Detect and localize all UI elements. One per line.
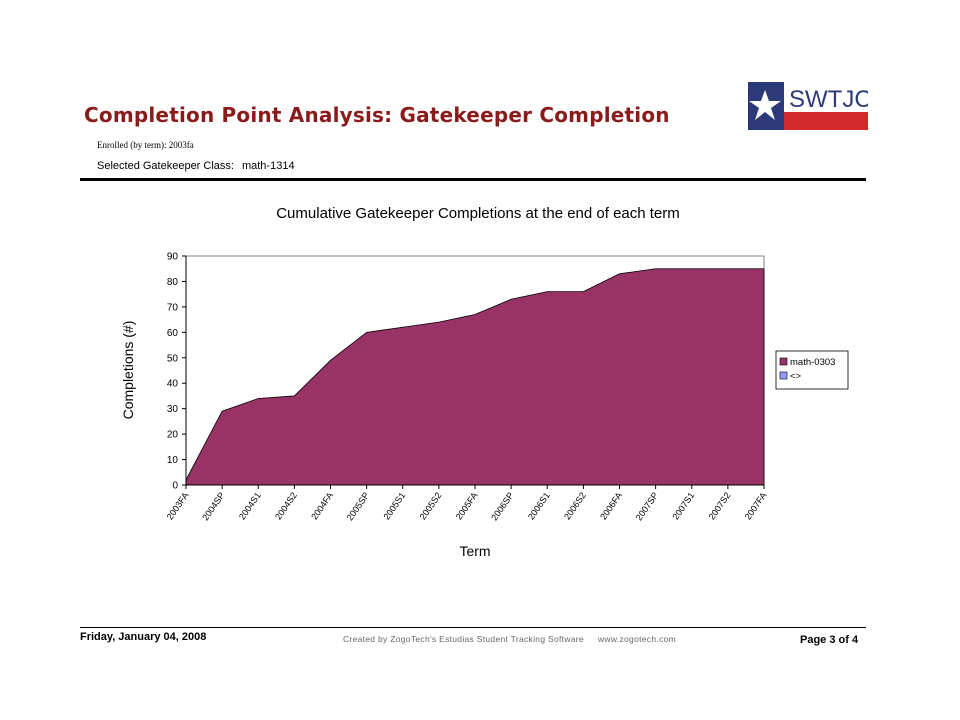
x-tick-label: 2003FA — [165, 490, 191, 521]
svg-text:SWTJC: SWTJC — [789, 86, 868, 113]
footer-divider — [80, 627, 866, 628]
x-tick-label: 2007SP — [634, 490, 661, 522]
y-tick-label: 80 — [167, 277, 179, 288]
gatekeeper-class-value: math-1314 — [241, 160, 295, 172]
chart-title: Cumulative Gatekeeper Completions at the… — [276, 205, 680, 222]
x-tick-label: 2007S2 — [707, 490, 733, 521]
y-tick-label: 90 — [167, 252, 179, 263]
gatekeeper-class-line: Selected Gatekeeper Class: math-1314 — [97, 160, 295, 172]
y-tick-label: 10 — [167, 455, 179, 466]
y-tick-label: 30 — [167, 404, 179, 415]
y-tick-label: 20 — [167, 430, 179, 441]
x-tick-label: 2006FA — [598, 490, 624, 521]
report-title: Completion Point Analysis: Gatekeeper Co… — [84, 103, 670, 127]
x-tick-label: 2004SP — [200, 490, 227, 522]
legend-swatch — [779, 371, 788, 380]
page-number: Page 3 of 4 — [800, 634, 859, 646]
completions-chart: Cumulative Gatekeeper Completions at the… — [120, 205, 849, 559]
x-tick-label: 2006S1 — [526, 490, 552, 521]
y-tick-label: 0 — [172, 481, 178, 492]
y-tick-label: 50 — [167, 353, 179, 364]
y-tick-label: 40 — [167, 379, 179, 390]
y-tick-label: 70 — [167, 302, 179, 313]
enrolled-term-label: Enrolled (by term): 2003fa — [97, 140, 194, 150]
footer-url: www.zogotech.com — [597, 634, 676, 644]
y-axis-label: Completions (#) — [120, 321, 136, 420]
x-tick-label: 2004S1 — [237, 490, 263, 521]
legend-box — [775, 350, 849, 390]
swtjc-logo: SWTJC — [748, 82, 868, 130]
y-tick-label: 60 — [167, 328, 179, 339]
x-tick-label: 2006S2 — [562, 490, 588, 521]
footer-credit-text: Created by ZogoTech's Estudias Student T… — [343, 634, 584, 644]
x-tick-label: 2004S2 — [273, 490, 299, 521]
footer-date: Friday, January 04, 2008 — [80, 631, 207, 643]
x-axis-label: Term — [459, 543, 490, 559]
gatekeeper-class-label: Selected Gatekeeper Class: — [97, 160, 234, 172]
x-tick-label: 2004FA — [309, 490, 335, 521]
legend-label: <> — [790, 371, 802, 382]
legend-swatch — [779, 357, 788, 366]
x-tick-label: 2005FA — [454, 490, 480, 521]
header-divider — [80, 178, 866, 181]
x-tick-label: 2007S1 — [670, 490, 696, 521]
footer-credit: Created by ZogoTech's Estudias Student T… — [343, 634, 676, 644]
x-tick-label: 2005S1 — [381, 490, 407, 521]
x-tick-label: 2007FA — [743, 490, 769, 521]
legend-label: math-0303 — [790, 357, 835, 368]
x-tick-label: 2006SP — [489, 490, 516, 522]
x-tick-label: 2005S2 — [418, 490, 444, 521]
area-series-0 — [185, 268, 765, 486]
x-tick-label: 2005SP — [345, 490, 372, 522]
